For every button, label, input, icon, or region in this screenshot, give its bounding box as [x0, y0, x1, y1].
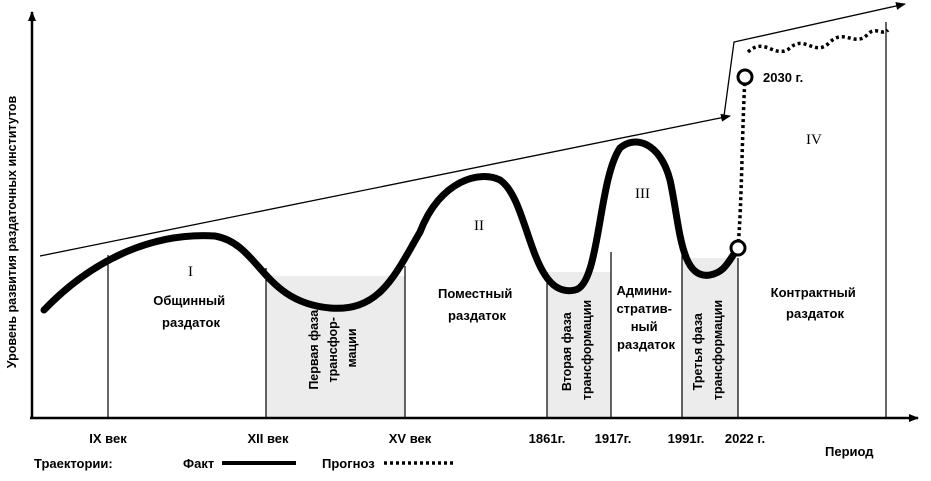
period-label-1917: 1917г.	[595, 431, 632, 446]
phase-label-transform3: Третья фаза трансформации	[691, 300, 725, 400]
period-label-1861: 1861г.	[529, 431, 566, 446]
legend-fact-label: Факт	[183, 456, 214, 471]
phase-label-transform3-line1: Третья фаза	[691, 312, 705, 390]
phase-label-transform1-line2: трансфор-	[326, 317, 340, 382]
legend: Траектории: Факт Прогноз	[34, 456, 456, 471]
phase-label-transform2-line2: трансформации	[580, 300, 594, 400]
phase-roman-ii: II	[474, 218, 484, 234]
phase-label-transform1: Первая фаза трансфор- мации	[307, 306, 359, 389]
y-axis-label: Уровень развития раздаточных институтов	[5, 95, 19, 368]
period-dividers	[107, 22, 887, 418]
phase-label-transform1-line1: Первая фаза	[307, 309, 321, 390]
phase-label-admin-line4: раздаток	[617, 337, 675, 352]
legend-title: Траектории:	[34, 456, 113, 471]
period-labels: IX век XII век XV век 1861г. 1917г. 1991…	[89, 431, 765, 446]
legend-forecast-label: Прогноз	[322, 456, 375, 471]
period-label-xii: XII век	[247, 431, 289, 446]
x-axis-label: Период	[825, 444, 874, 459]
phase-label-transform3-line2: трансформации	[711, 300, 725, 400]
phase-shade-transform3	[682, 258, 738, 418]
phase-label-pomestny-line2: раздаток	[448, 308, 506, 323]
phase-label-transform2: Вторая фаза трансформации	[560, 300, 594, 400]
phase-label-obshchinny: Общинный раздаток	[153, 293, 229, 330]
phase-label-pomestny: Поместный раздаток	[438, 286, 516, 323]
phase-label-kontraktny-line2: раздаток	[786, 306, 844, 321]
fact-trajectory	[40, 138, 742, 314]
phase-shade-transform1	[266, 276, 405, 418]
phase-label-admin-line3: ный	[631, 319, 658, 334]
upper-bound-arrow	[723, 2, 906, 117]
phase-label-admin-line1: Админи-	[616, 283, 671, 298]
phase-label-admin-line2: стратив-	[616, 301, 671, 316]
period-label-1991: 1991г.	[668, 431, 705, 446]
point-2022-marker	[729, 239, 747, 257]
point-2030-marker	[736, 68, 754, 86]
phase-label-obshchinny-line1: Общинный	[153, 293, 225, 308]
forecast-wave	[746, 28, 890, 54]
forecast-trajectory	[736, 77, 747, 249]
phase-label-pomestny-line1: Поместный	[438, 286, 512, 301]
phase-shade-transform2	[547, 272, 611, 418]
phase-roman-iii: III	[635, 186, 650, 202]
phase-roman-i: I	[188, 264, 193, 280]
trend-arrow	[39, 113, 731, 257]
phase-label-kontraktny: Контрактный раздаток	[771, 285, 860, 321]
period-label-xv: XV век	[389, 431, 432, 446]
phase-roman-iv: IV	[806, 132, 822, 148]
phase-label-transform1-line3: мации	[345, 328, 359, 367]
period-label-ix: IX век	[89, 431, 127, 446]
point-2030-label: 2030 г.	[763, 70, 803, 85]
phase-label-kontraktny-line1: Контрактный	[771, 285, 856, 300]
phase-label-obshchinny-line2: раздаток	[162, 315, 220, 330]
period-label-2022: 2022 г.	[725, 431, 765, 446]
phase-label-admin: Админи- стратив- ный раздаток	[616, 283, 675, 352]
phase-label-transform2-line1: Вторая фаза	[560, 311, 574, 391]
